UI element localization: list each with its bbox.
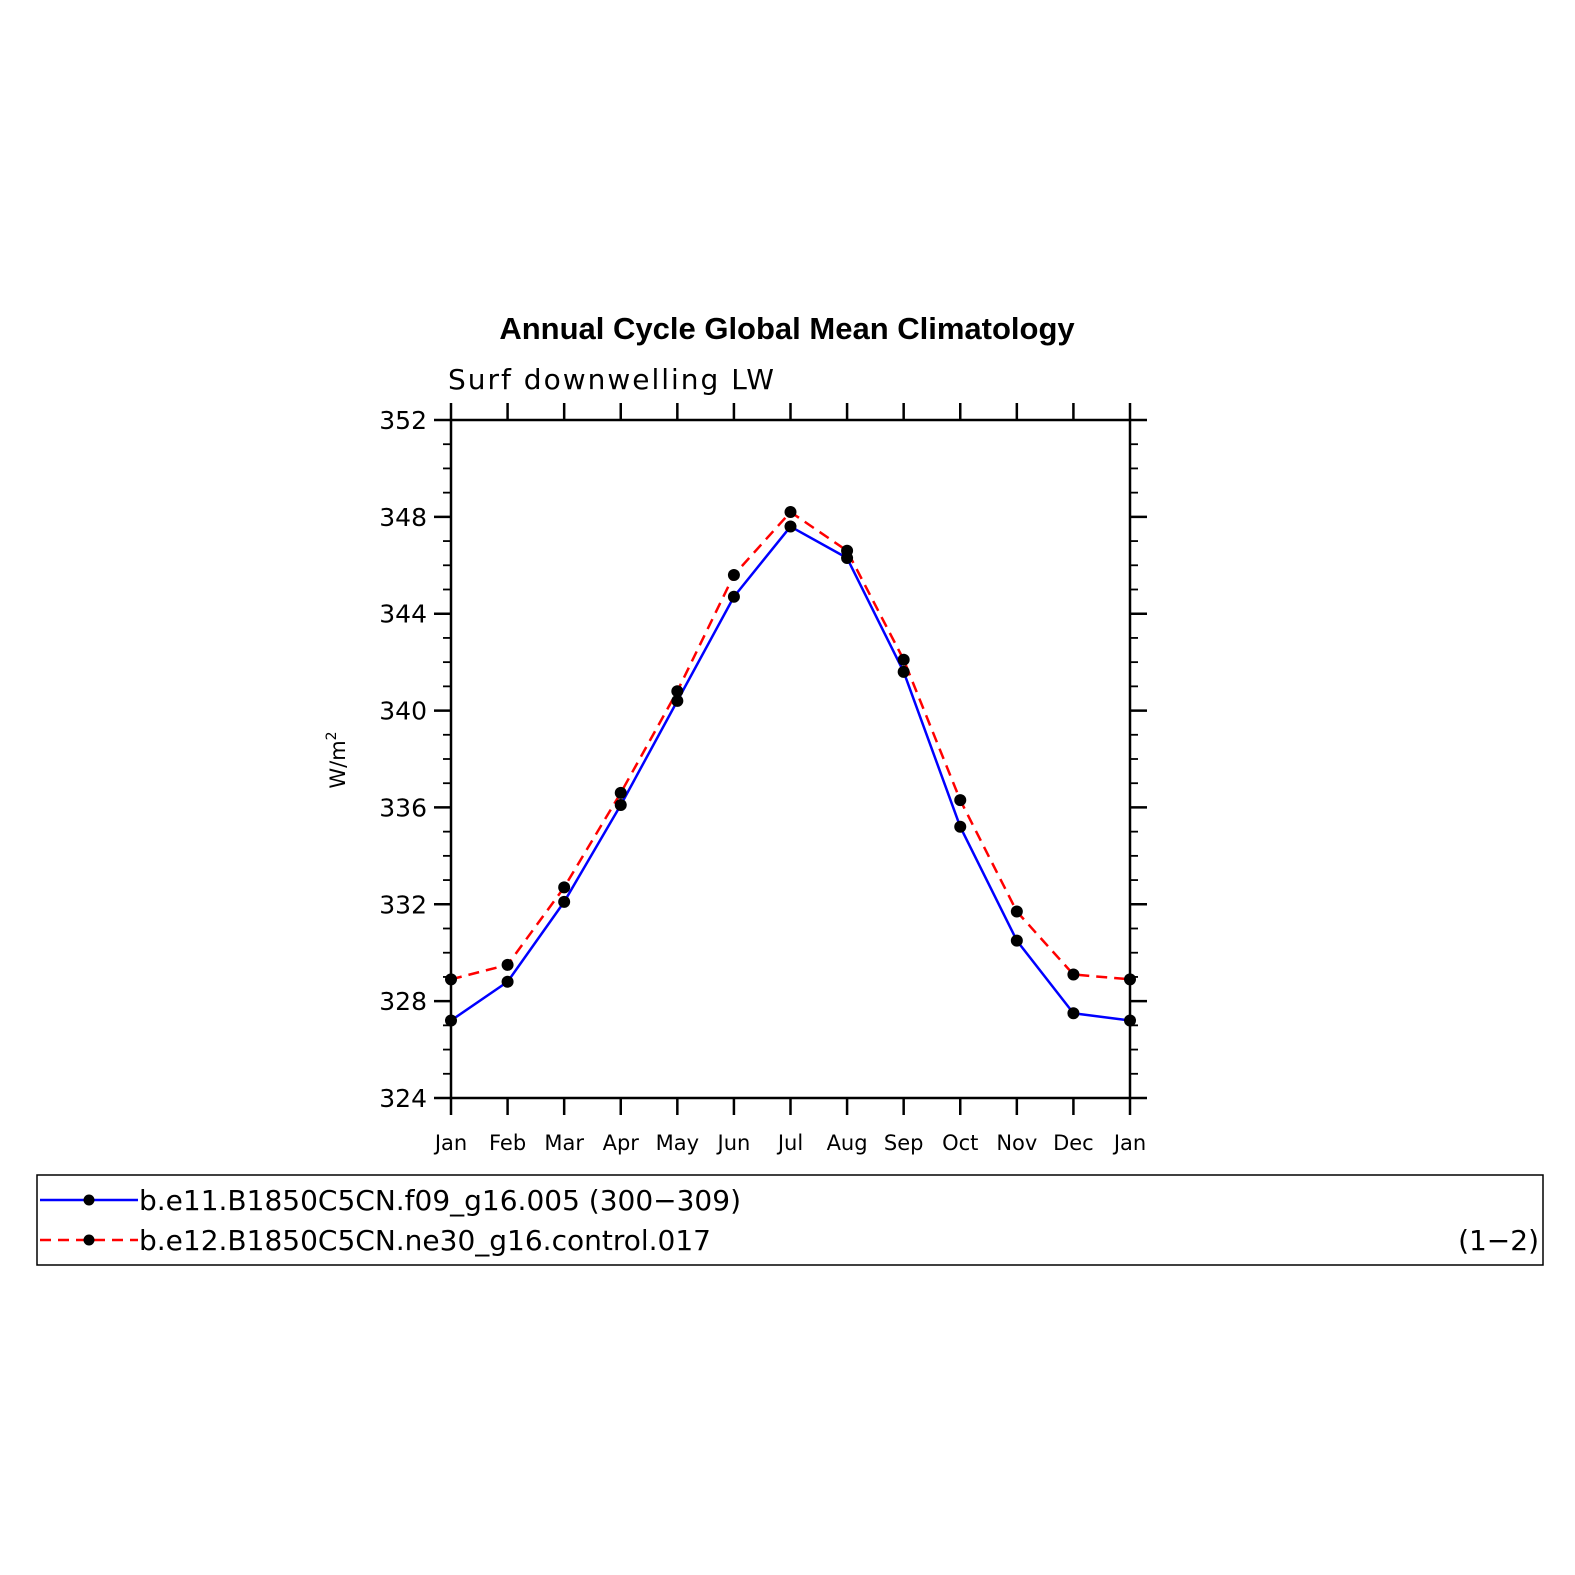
data-point-series-2 bbox=[671, 685, 684, 698]
data-point-series-1 bbox=[671, 694, 684, 707]
data-point-series-1 bbox=[558, 895, 571, 908]
data-point-series-1 bbox=[1124, 1014, 1136, 1027]
data-point-series-1 bbox=[954, 820, 967, 833]
data-point-series-2 bbox=[1124, 973, 1136, 986]
y-axis-label: W/m2 bbox=[324, 731, 350, 788]
data-point-series-1 bbox=[1067, 1007, 1080, 1020]
x-tick-label: Feb bbox=[489, 1131, 526, 1155]
data-point-series-1 bbox=[614, 799, 627, 812]
data-point-series-2 bbox=[897, 653, 910, 666]
legend-box bbox=[36, 1174, 1544, 1266]
data-point-series-2 bbox=[1067, 968, 1080, 981]
data-point-series-2 bbox=[614, 786, 627, 799]
data-point-series-2 bbox=[727, 568, 740, 581]
series-line-2 bbox=[450, 510, 1131, 981]
x-tick-label: Oct bbox=[942, 1131, 978, 1155]
y-axis-label-base: W/m bbox=[326, 740, 350, 788]
x-tick-label: Sep bbox=[884, 1131, 924, 1155]
data-point-series-1 bbox=[897, 665, 910, 678]
data-point-series-2 bbox=[841, 544, 854, 557]
data-point-series-1 bbox=[784, 520, 797, 533]
series-markers bbox=[445, 506, 1136, 1027]
legend-note: (1−2) bbox=[1458, 1224, 1539, 1257]
x-tick-label: Jan bbox=[1112, 1131, 1146, 1155]
legend-marker-series-1 bbox=[83, 1194, 95, 1206]
y-tick-label: 344 bbox=[379, 600, 427, 629]
data-point-series-1 bbox=[501, 975, 514, 988]
x-tick-label: Dec bbox=[1053, 1131, 1094, 1155]
x-tick-label: May bbox=[656, 1131, 699, 1155]
data-point-series-1 bbox=[727, 590, 740, 603]
y-tick-label: 332 bbox=[379, 890, 427, 919]
data-point-series-2 bbox=[501, 958, 514, 971]
legend-label-series-2: b.e12.B1850C5CN.ne30_g16.control.017 bbox=[139, 1224, 711, 1257]
series-line-1 bbox=[450, 525, 1131, 1022]
legend-marker-series-2 bbox=[83, 1234, 95, 1246]
x-tick-label: Apr bbox=[603, 1131, 640, 1155]
y-tick-label: 328 bbox=[379, 987, 427, 1016]
x-axis-tick-labels: Jan Feb Mar Apr May Jun Jul Aug Sep Oct Nov Dec Jan bbox=[433, 1131, 1146, 1155]
chart-title: Annual Cycle Global Mean Climatology bbox=[499, 311, 1075, 346]
y-tick-label: 348 bbox=[379, 503, 427, 532]
x-tick-label: Aug bbox=[827, 1131, 868, 1155]
y-axis-label-superscript: 2 bbox=[324, 731, 340, 740]
x-tick-label: Mar bbox=[544, 1131, 584, 1155]
plot-area: 324 328 332 336 340 344 348 352 Jan Feb Mar Apr May… bbox=[379, 403, 1147, 1155]
y-tick-label: 336 bbox=[379, 793, 427, 822]
legend: b.e11.B1850C5CN.f09_g16.005 (300−309) b.… bbox=[36, 1174, 1544, 1266]
y-axis-tick-labels: 324 328 332 336 340 344 348 352 bbox=[379, 406, 427, 1113]
x-tick-label: Jan bbox=[433, 1131, 467, 1155]
data-point-series-1 bbox=[1010, 934, 1023, 947]
chart-subtitle: Surf downwelling LW bbox=[448, 363, 776, 396]
data-point-series-2 bbox=[445, 973, 457, 986]
data-point-series-2 bbox=[954, 794, 967, 807]
x-tick-label: Jun bbox=[716, 1131, 751, 1155]
x-tick-label: Jul bbox=[776, 1131, 803, 1155]
data-point-series-2 bbox=[558, 881, 571, 894]
data-point-series-2 bbox=[784, 506, 797, 519]
legend-label-series-1: b.e11.B1850C5CN.f09_g16.005 (300−309) bbox=[139, 1184, 741, 1217]
data-point-series-2 bbox=[1010, 905, 1023, 918]
y-tick-label: 324 bbox=[379, 1084, 427, 1113]
axis-ticks bbox=[434, 403, 1147, 1115]
y-tick-label: 352 bbox=[379, 406, 427, 435]
y-tick-label: 340 bbox=[379, 697, 427, 726]
series-lines bbox=[450, 510, 1131, 1022]
x-tick-label: Nov bbox=[996, 1131, 1037, 1155]
data-point-series-1 bbox=[445, 1014, 457, 1027]
